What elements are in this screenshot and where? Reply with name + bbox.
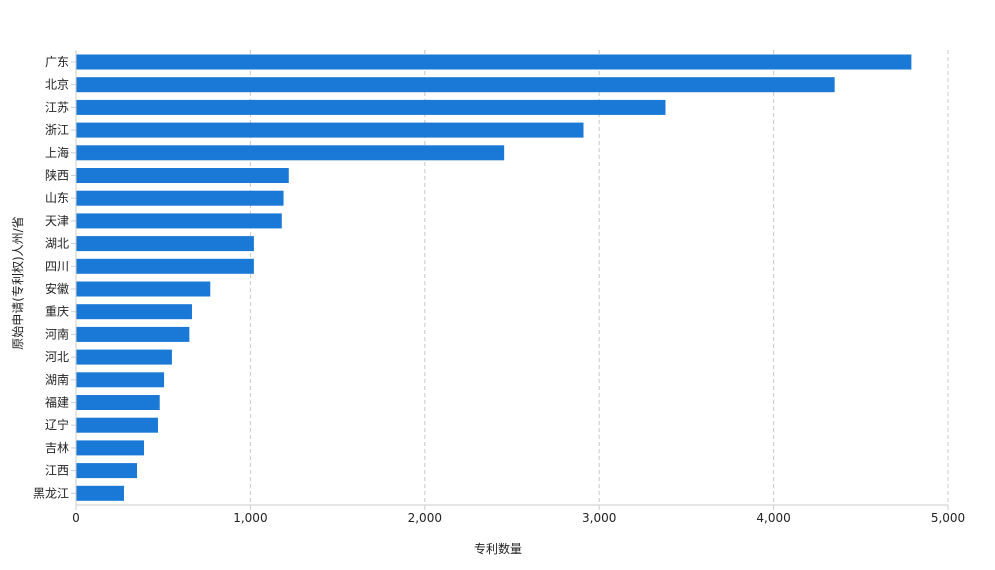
y-tick-label: 河南 [45, 326, 69, 341]
x-tick-label: 0 [72, 511, 80, 525]
y-axis-title: 原始申请(专利权)人州/省 [10, 216, 25, 349]
y-tick-label: 北京 [45, 78, 69, 92]
bar [76, 55, 911, 70]
y-tick-label: 福建 [45, 395, 69, 410]
bar [76, 440, 144, 455]
x-tick-label: 3,000 [582, 511, 616, 525]
bar [76, 77, 835, 92]
y-tick-label: 河北 [45, 350, 69, 364]
grid-lines [250, 50, 948, 505]
axes [71, 50, 948, 510]
bar [76, 123, 584, 138]
bar [76, 327, 189, 342]
y-tick-label: 辽宁 [45, 417, 69, 432]
x-axis-title: 专利数量 [474, 541, 522, 556]
bar [76, 486, 124, 501]
bar [76, 395, 160, 410]
bar [76, 236, 254, 251]
bar [76, 100, 665, 115]
bar [76, 191, 284, 206]
x-tick-label: 1,000 [233, 511, 267, 525]
x-tick-label: 5,000 [931, 511, 965, 525]
bar [76, 372, 164, 387]
y-tick-label: 湖南 [45, 372, 69, 387]
y-tick-label: 重庆 [45, 305, 69, 319]
y-tick-label: 黑龙江 [33, 486, 69, 500]
bar [76, 213, 282, 228]
bar [76, 282, 210, 297]
bar [76, 304, 192, 319]
bar [76, 463, 137, 478]
y-tick-label: 上海 [45, 145, 69, 160]
y-tick-label: 浙江 [45, 123, 69, 137]
y-tick-label: 广东 [45, 55, 69, 69]
bars [76, 55, 911, 501]
y-tick-label: 山东 [45, 191, 69, 205]
y-tick-label: 江西 [45, 464, 69, 478]
x-tick-label: 4,000 [756, 511, 790, 525]
bar [76, 168, 289, 183]
y-tick-label: 湖北 [45, 236, 69, 251]
bar [76, 418, 158, 433]
y-tick-label: 四川 [45, 259, 69, 273]
y-tick-label: 天津 [45, 214, 69, 228]
bar [76, 350, 172, 365]
x-tick-label: 2,000 [408, 511, 442, 525]
y-tick-label: 安徽 [45, 281, 69, 296]
bar [76, 145, 504, 160]
y-tick-label: 陕西 [45, 168, 69, 183]
y-tick-label: 吉林 [45, 441, 69, 455]
bar [76, 259, 254, 274]
y-tick-label: 江苏 [45, 100, 69, 114]
